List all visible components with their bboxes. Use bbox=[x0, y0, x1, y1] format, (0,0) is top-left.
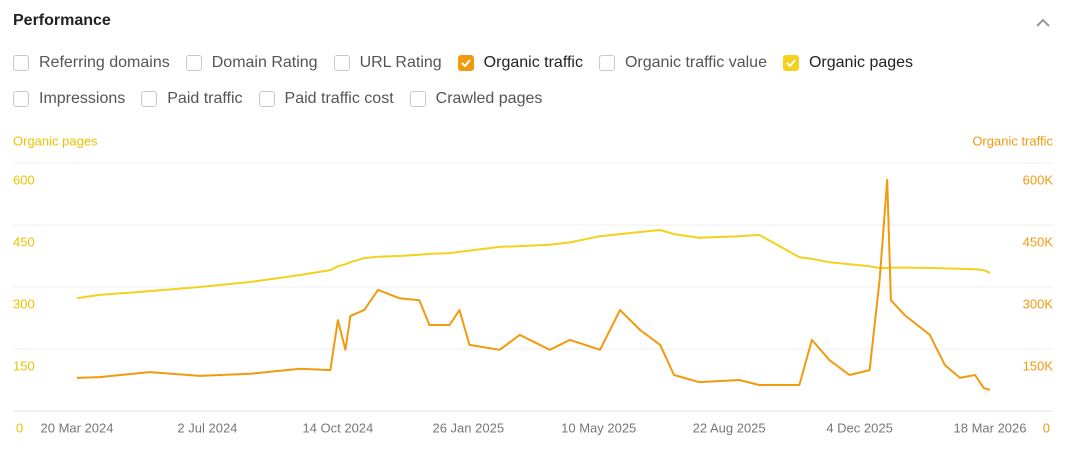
x-tick-label: 26 Jan 2025 bbox=[432, 420, 504, 435]
series-line bbox=[76, 178, 991, 391]
metric-label: URL Rating bbox=[359, 54, 442, 71]
metric-checkbox[interactable]: Paid traffic cost bbox=[258, 90, 394, 108]
checkbox-box[interactable] bbox=[141, 91, 158, 107]
metric-label: Impressions bbox=[39, 90, 126, 107]
y2-tick-label: 150K bbox=[1023, 358, 1054, 373]
metric-label: Domain Rating bbox=[211, 54, 318, 71]
collapse-toggle[interactable] bbox=[1034, 14, 1052, 32]
y2-tick-label: 0 bbox=[1043, 420, 1050, 435]
y-tick-label: 300 bbox=[13, 296, 35, 311]
y-tick-label: 150 bbox=[13, 358, 35, 373]
metric-checkbox[interactable]: Crawled pages bbox=[409, 90, 543, 108]
metric-checkbox[interactable]: Referring domains bbox=[13, 54, 170, 72]
checkbox-box[interactable] bbox=[409, 91, 426, 107]
x-tick-label: 2 Jul 2024 bbox=[177, 420, 237, 435]
metric-label: Paid traffic cost bbox=[284, 90, 394, 107]
y-tick-label: 0 bbox=[16, 420, 23, 435]
metric-checkbox[interactable]: Organic traffic value bbox=[598, 54, 767, 72]
metric-label: Organic pages bbox=[808, 54, 914, 71]
checkbox-box[interactable] bbox=[457, 55, 474, 71]
x-tick-label: 20 Mar 2024 bbox=[41, 420, 114, 435]
y2-tick-label: 600K bbox=[1023, 172, 1054, 187]
y-axis-title: Organic pages bbox=[13, 133, 98, 148]
checkbox-box[interactable] bbox=[598, 55, 615, 71]
checkbox-box[interactable] bbox=[13, 91, 29, 107]
metric-checkbox[interactable]: Organic traffic bbox=[457, 54, 583, 72]
metric-checkbox[interactable]: Paid traffic bbox=[141, 90, 243, 108]
metric-label: Referring domains bbox=[39, 54, 170, 71]
metric-row: Impressions Paid traffic Paid traffic cost… bbox=[13, 90, 542, 108]
x-tick-label: 22 Aug 2025 bbox=[693, 420, 766, 435]
checkbox-box[interactable] bbox=[782, 55, 799, 71]
y2-tick-label: 300K bbox=[1023, 296, 1054, 311]
metric-checkbox[interactable]: Organic pages bbox=[782, 54, 914, 72]
y-tick-label: 600 bbox=[13, 172, 35, 187]
checkbox-box[interactable] bbox=[258, 91, 275, 107]
x-tick-label: 4 Dec 2025 bbox=[826, 420, 893, 435]
checkbox-box[interactable] bbox=[13, 55, 29, 71]
metric-label: Crawled pages bbox=[435, 90, 543, 107]
metric-label: Organic traffic value bbox=[624, 54, 767, 71]
metric-checkbox[interactable]: URL Rating bbox=[333, 54, 442, 72]
x-tick-label: 10 May 2025 bbox=[561, 420, 636, 435]
metric-label: Paid traffic bbox=[167, 90, 243, 107]
section-title: Performance bbox=[13, 12, 111, 29]
metric-checkbox[interactable]: Domain Rating bbox=[185, 54, 318, 72]
metric-label: Organic traffic bbox=[483, 54, 583, 71]
checkbox-box[interactable] bbox=[333, 55, 350, 71]
x-tick-label: 18 Mar 2026 bbox=[954, 420, 1027, 435]
y-tick-label: 450 bbox=[13, 234, 35, 249]
checkbox-box[interactable] bbox=[185, 55, 202, 71]
x-tick-label: 14 Oct 2024 bbox=[302, 420, 373, 435]
metric-row: Referring domains Domain Rating URL Rating… bbox=[13, 54, 913, 72]
y2-axis-title: Organic traffic bbox=[972, 133, 1053, 148]
metric-checkbox[interactable]: Impressions bbox=[13, 90, 125, 108]
series-line bbox=[76, 229, 991, 300]
check-mark bbox=[460, 59, 471, 68]
y2-tick-label: 450K bbox=[1023, 234, 1054, 249]
check-mark bbox=[786, 59, 796, 68]
